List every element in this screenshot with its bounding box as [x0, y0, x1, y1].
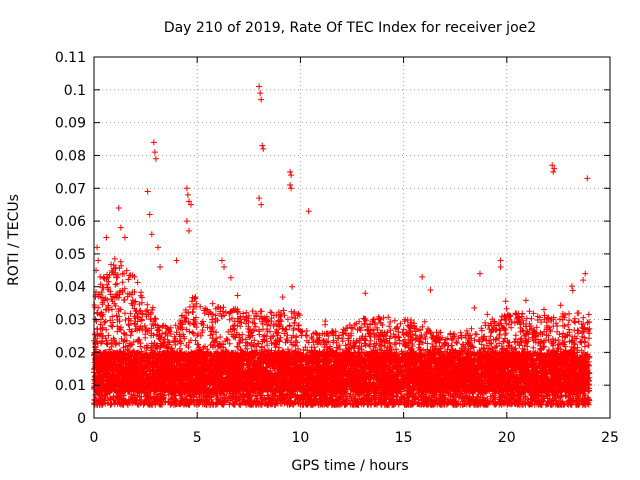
- data-point: [184, 191, 191, 198]
- x-tick-label: 10: [291, 430, 309, 446]
- data-point: [289, 283, 296, 290]
- y-tick-label: 0.03: [55, 313, 86, 329]
- y-tick-label: 0.08: [55, 148, 86, 164]
- data-point: [121, 234, 128, 241]
- data-point: [287, 181, 294, 188]
- data-point: [151, 149, 158, 156]
- data-point: [551, 165, 558, 172]
- data-point: [256, 83, 263, 90]
- plot-frame: [93, 56, 611, 419]
- data-point: [218, 257, 225, 264]
- data-point: [183, 185, 190, 192]
- x-axis-ticks: 0 5 10 15 20 25: [90, 57, 619, 446]
- data-point: [154, 244, 161, 251]
- data-point: [419, 273, 426, 280]
- x-tick-label: 20: [498, 430, 516, 446]
- x-tick-label: 5: [193, 430, 202, 446]
- data-point: [97, 273, 104, 280]
- x-tick-label: 15: [395, 430, 413, 446]
- data-point: [221, 264, 228, 271]
- data-point: [258, 201, 265, 208]
- data-point: [94, 244, 101, 251]
- y-axis-ticks: 0 0.01 0.02 0.03 0.04 0.05 0.06 0.07 0.08 0.09 0.1…: [55, 50, 610, 427]
- chart-title: Day 210 of 2019, Rate Of TEC Index for r…: [164, 20, 536, 36]
- x-axis-label: GPS time / hours: [291, 458, 408, 474]
- data-point: [185, 227, 192, 234]
- x-tick-label: 25: [601, 430, 619, 446]
- data-point: [288, 172, 295, 179]
- data-point: [476, 270, 483, 277]
- data-point: [257, 90, 264, 97]
- data-point: [260, 145, 267, 152]
- data-point: [497, 257, 504, 264]
- y-tick-label: 0: [77, 411, 86, 427]
- y-tick-label: 0.05: [55, 247, 86, 263]
- data-point: [582, 270, 589, 277]
- data-point: [256, 195, 263, 202]
- data-point: [95, 257, 102, 264]
- dense-point-cloud: [91, 255, 593, 408]
- data-point: [157, 264, 164, 271]
- data-point: [550, 168, 557, 175]
- data-point: [103, 234, 110, 241]
- data-point: [152, 155, 159, 162]
- data-point: [427, 287, 434, 294]
- data-point: [549, 162, 556, 169]
- data-point: [144, 188, 151, 195]
- y-tick-label: 0.07: [55, 181, 86, 197]
- data-point: [305, 208, 312, 215]
- data-point: [497, 264, 504, 271]
- data-point: [584, 175, 591, 182]
- y-tick-label: 0.02: [55, 345, 86, 361]
- data-point: [150, 139, 157, 146]
- data-point: [188, 201, 195, 208]
- core-band-path: [91, 349, 593, 395]
- data-point: [258, 96, 265, 103]
- data-point: [183, 218, 190, 225]
- y-tick-label: 0.11: [55, 50, 86, 66]
- y-tick-label: 0.1: [64, 83, 86, 99]
- data-point: [115, 204, 122, 211]
- y-tick-label: 0.06: [55, 214, 86, 230]
- data-points: [93, 83, 591, 294]
- data-point: [173, 257, 180, 264]
- data-point: [287, 168, 294, 175]
- y-axis-label: ROTI / TECUs: [6, 194, 22, 286]
- data-point: [148, 231, 155, 238]
- data-point: [185, 198, 192, 205]
- y-tick-label: 0.04: [55, 280, 86, 296]
- data-point: [580, 277, 587, 284]
- data-point: [117, 224, 124, 231]
- y-tick-label: 0.09: [55, 116, 86, 132]
- y-tick-label: 0.01: [55, 378, 86, 394]
- data-point: [288, 185, 295, 192]
- data-point: [146, 211, 153, 218]
- data-point: [259, 142, 266, 149]
- x-tick-label: 0: [90, 430, 99, 446]
